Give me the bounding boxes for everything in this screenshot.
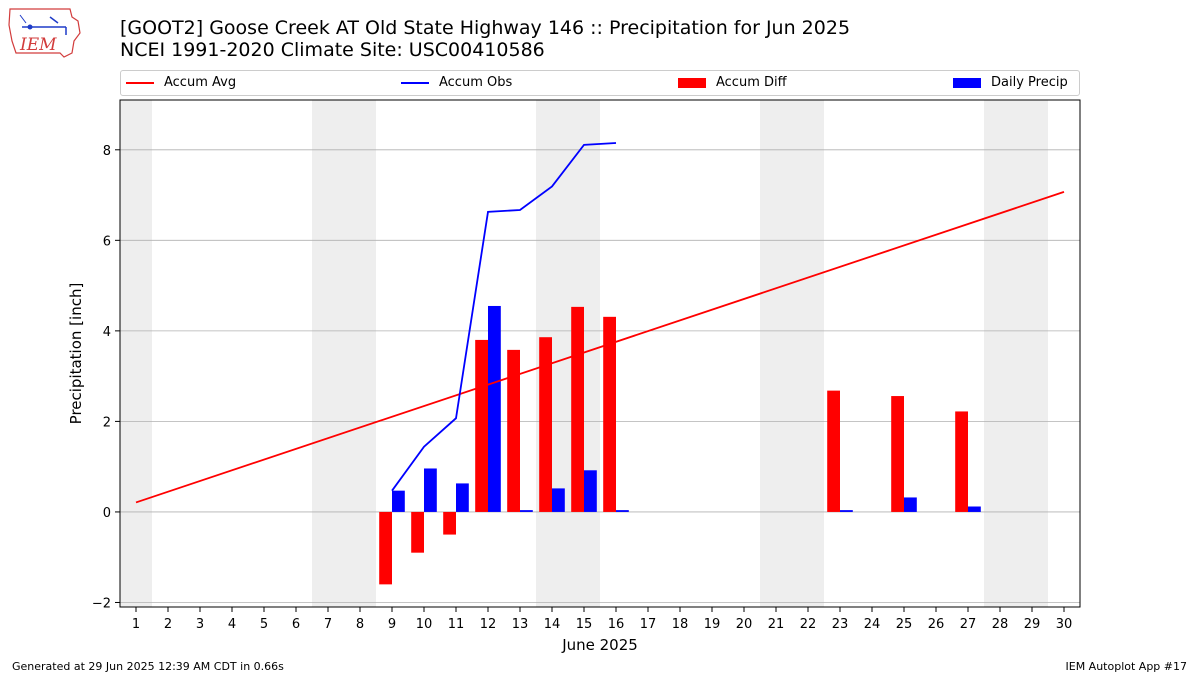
bar-daily-precip	[840, 510, 853, 512]
bar-daily-precip	[456, 483, 469, 512]
y-tick-label: 6	[103, 234, 111, 249]
bar-daily-precip	[904, 497, 917, 512]
x-tick-label: 5	[260, 617, 268, 632]
plot-frame	[119, 99, 1081, 608]
logo-text: IEM	[19, 35, 57, 55]
y-tick-label: 8	[103, 144, 111, 159]
x-tick-label: 6	[292, 617, 300, 632]
bar-daily-precip	[520, 510, 533, 512]
x-tick-label: 13	[512, 617, 529, 632]
chart-title: [GOOT2] Goose Creek AT Old State Highway…	[120, 17, 851, 39]
x-tick-label: 3	[196, 617, 204, 632]
line-accum-obs	[391, 142, 617, 492]
bar-accum-diff	[507, 349, 520, 512]
bar-accum-diff	[443, 511, 456, 535]
bar-daily-precip	[552, 488, 565, 512]
x-tick-label: 10	[416, 617, 433, 632]
bar-accum-diff	[411, 511, 424, 553]
x-tick-label: 12	[480, 617, 497, 632]
bar-accum-diff	[539, 337, 552, 512]
bar-daily-precip	[488, 305, 501, 512]
legend-item-accum-diff: Accum Diff	[678, 75, 787, 91]
legend-item-accum-obs: Accum Obs	[401, 75, 512, 91]
bar-accum-diff	[571, 306, 584, 512]
y-tick-label: 4	[103, 325, 111, 340]
weekend-band	[312, 100, 376, 607]
x-axis-label: June 2025	[561, 636, 638, 654]
x-tick-label: 17	[640, 617, 657, 632]
x-tick-label: 27	[960, 617, 977, 632]
bar-accum-diff	[827, 390, 840, 512]
legend-label-accum-obs: Accum Obs	[439, 75, 513, 90]
x-tick-label: 1	[132, 617, 140, 632]
y-tick-label: 2	[103, 415, 111, 430]
legend-item-accum-avg: Accum Avg	[126, 75, 236, 91]
legend-label-daily-precip: Daily Precip	[991, 75, 1068, 90]
bar-daily-precip	[584, 470, 597, 512]
x-tick-label: 23	[832, 617, 849, 632]
bar-daily-precip	[968, 506, 981, 512]
legend-swatch-accum-diff	[678, 77, 706, 88]
bar-daily-precip	[424, 468, 437, 512]
x-tick-label: 16	[608, 617, 625, 632]
bar-accum-diff	[475, 339, 488, 512]
y-tick-label: 0	[103, 506, 111, 521]
legend-swatch-daily-precip	[953, 77, 981, 88]
x-tick-label: 21	[768, 617, 785, 632]
x-tick-label: 2	[164, 617, 172, 632]
legend-swatch-accum-obs	[401, 81, 429, 84]
weekend-band	[984, 100, 1048, 607]
x-tick-label: 15	[576, 617, 593, 632]
bar-daily-precip	[392, 490, 405, 512]
x-tick-label: 29	[1024, 617, 1041, 632]
legend: Accum Avg Accum Obs Accum Diff Daily Pre…	[120, 70, 1080, 96]
x-tick-label: 26	[928, 617, 945, 632]
x-tick-label: 14	[544, 617, 561, 632]
x-tick-label: 25	[896, 617, 913, 632]
weekend-band	[120, 100, 152, 607]
bar-accum-diff	[603, 316, 616, 512]
y-axis-label: Precipitation [inch]	[67, 283, 85, 425]
legend-swatch-accum-avg	[126, 81, 154, 84]
x-tick-label: 22	[800, 617, 817, 632]
x-tick-label: 20	[736, 617, 753, 632]
iem-logo: IEM	[8, 8, 81, 58]
x-tick-label: 19	[704, 617, 721, 632]
x-tick-label: 18	[672, 617, 689, 632]
weekend-band	[760, 100, 824, 607]
x-tick-label: 28	[992, 617, 1009, 632]
legend-label-accum-avg: Accum Avg	[164, 75, 237, 90]
bar-accum-diff	[891, 396, 904, 512]
x-tick-label: 8	[356, 617, 364, 632]
bar-daily-precip	[616, 510, 629, 512]
legend-item-daily-precip: Daily Precip	[953, 75, 1068, 91]
x-tick-label: 4	[228, 617, 236, 632]
x-tick-label: 9	[388, 617, 396, 632]
footer-app: IEM Autoplot App #17	[1065, 660, 1188, 673]
bar-accum-diff	[955, 411, 968, 512]
y-tick-label: −2	[92, 596, 111, 611]
x-tick-label: 11	[448, 617, 465, 632]
x-tick-label: 7	[324, 617, 332, 632]
x-tick-label: 24	[864, 617, 881, 632]
bar-accum-diff	[379, 511, 392, 585]
line-accum-avg	[135, 191, 1065, 504]
legend-label-accum-diff: Accum Diff	[716, 75, 787, 90]
chart-subtitle: NCEI 1991-2020 Climate Site: USC00410586	[120, 39, 545, 61]
footer-generated: Generated at 29 Jun 2025 12:39 AM CDT in…	[12, 660, 284, 673]
x-tick-label: 30	[1056, 617, 1073, 632]
